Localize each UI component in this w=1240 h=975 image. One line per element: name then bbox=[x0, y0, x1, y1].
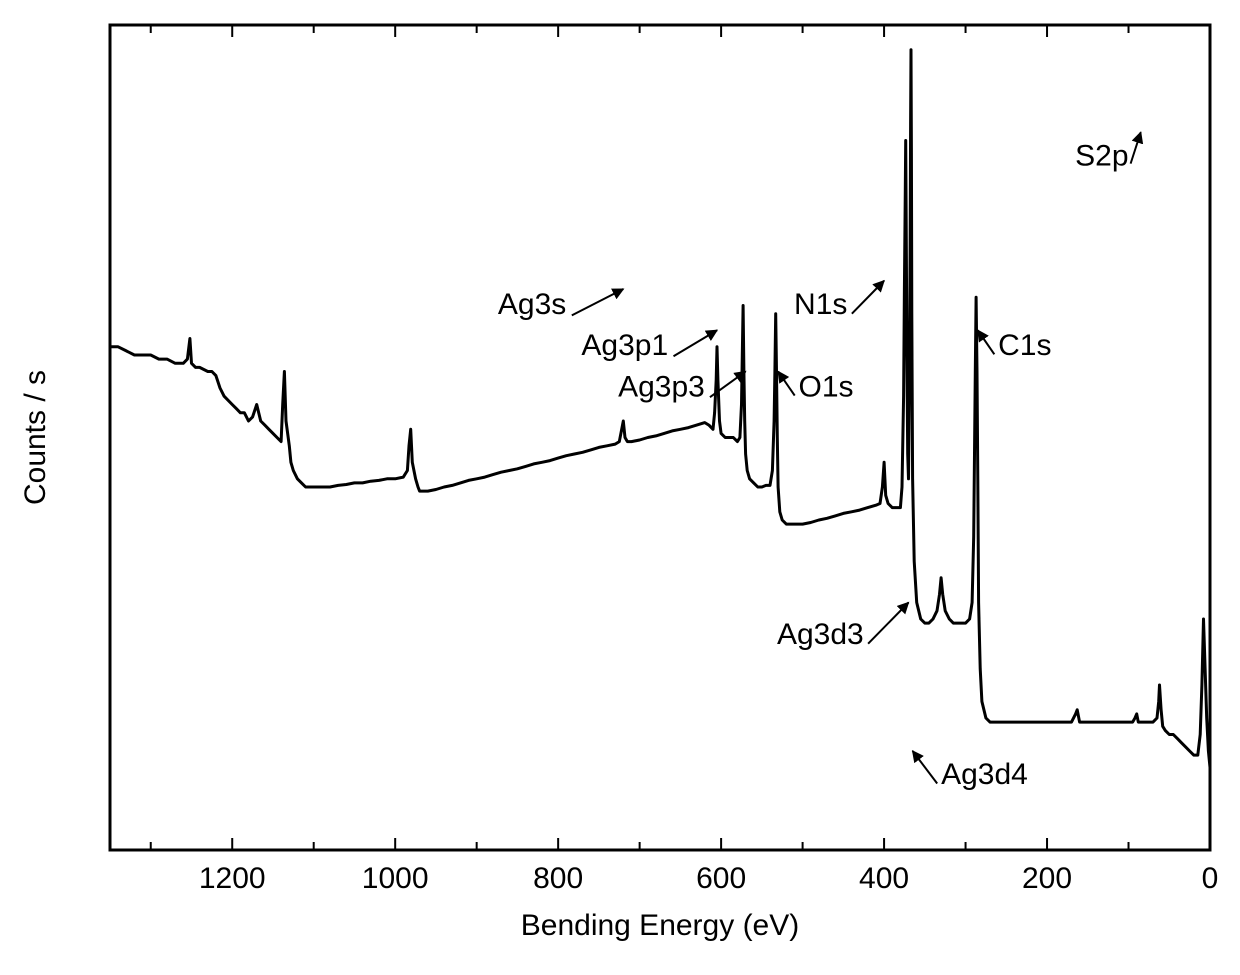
xps-spectrum-chart: 0 200 400 600 800 1000 1200 Bending Energy (eV)… bbox=[0, 0, 1240, 975]
peak-label: Ag3d4 bbox=[941, 758, 1028, 791]
x-tick-label: 200 bbox=[1022, 862, 1072, 895]
spectrum-line bbox=[110, 50, 1210, 768]
peak-arrow bbox=[1131, 132, 1141, 163]
x-tick-label: 400 bbox=[859, 862, 909, 895]
x-tick-label: 1200 bbox=[199, 862, 266, 895]
peak-label: Ag3s bbox=[498, 288, 566, 321]
peak-arrow bbox=[868, 603, 908, 644]
x-axis-label: Bending Energy (eV) bbox=[521, 909, 800, 942]
y-axis-label: Counts / s bbox=[19, 370, 52, 505]
peak-label: Ag3p1 bbox=[581, 329, 668, 362]
chart-svg: 0 200 400 600 800 1000 1200 Bending Energy (eV)… bbox=[0, 0, 1240, 975]
peak-label: Ag3p3 bbox=[618, 370, 705, 403]
peak-label: O1s bbox=[799, 370, 854, 403]
peak-label: C1s bbox=[998, 329, 1051, 362]
peak-arrow bbox=[674, 330, 718, 356]
peak-arrow bbox=[913, 751, 938, 783]
peak-label: S2p bbox=[1075, 139, 1128, 172]
peak-arrow bbox=[852, 281, 884, 314]
peak-label: Ag3d3 bbox=[777, 618, 864, 651]
x-tick-label: 800 bbox=[533, 862, 583, 895]
peak-arrow bbox=[572, 289, 624, 315]
peak-arrow bbox=[978, 330, 995, 354]
peak-arrow bbox=[778, 372, 795, 396]
peak-label: N1s bbox=[794, 288, 847, 321]
x-tick-label: 0 bbox=[1202, 862, 1219, 895]
x-tick-label: 600 bbox=[696, 862, 746, 895]
x-tick-label: 1000 bbox=[362, 862, 429, 895]
